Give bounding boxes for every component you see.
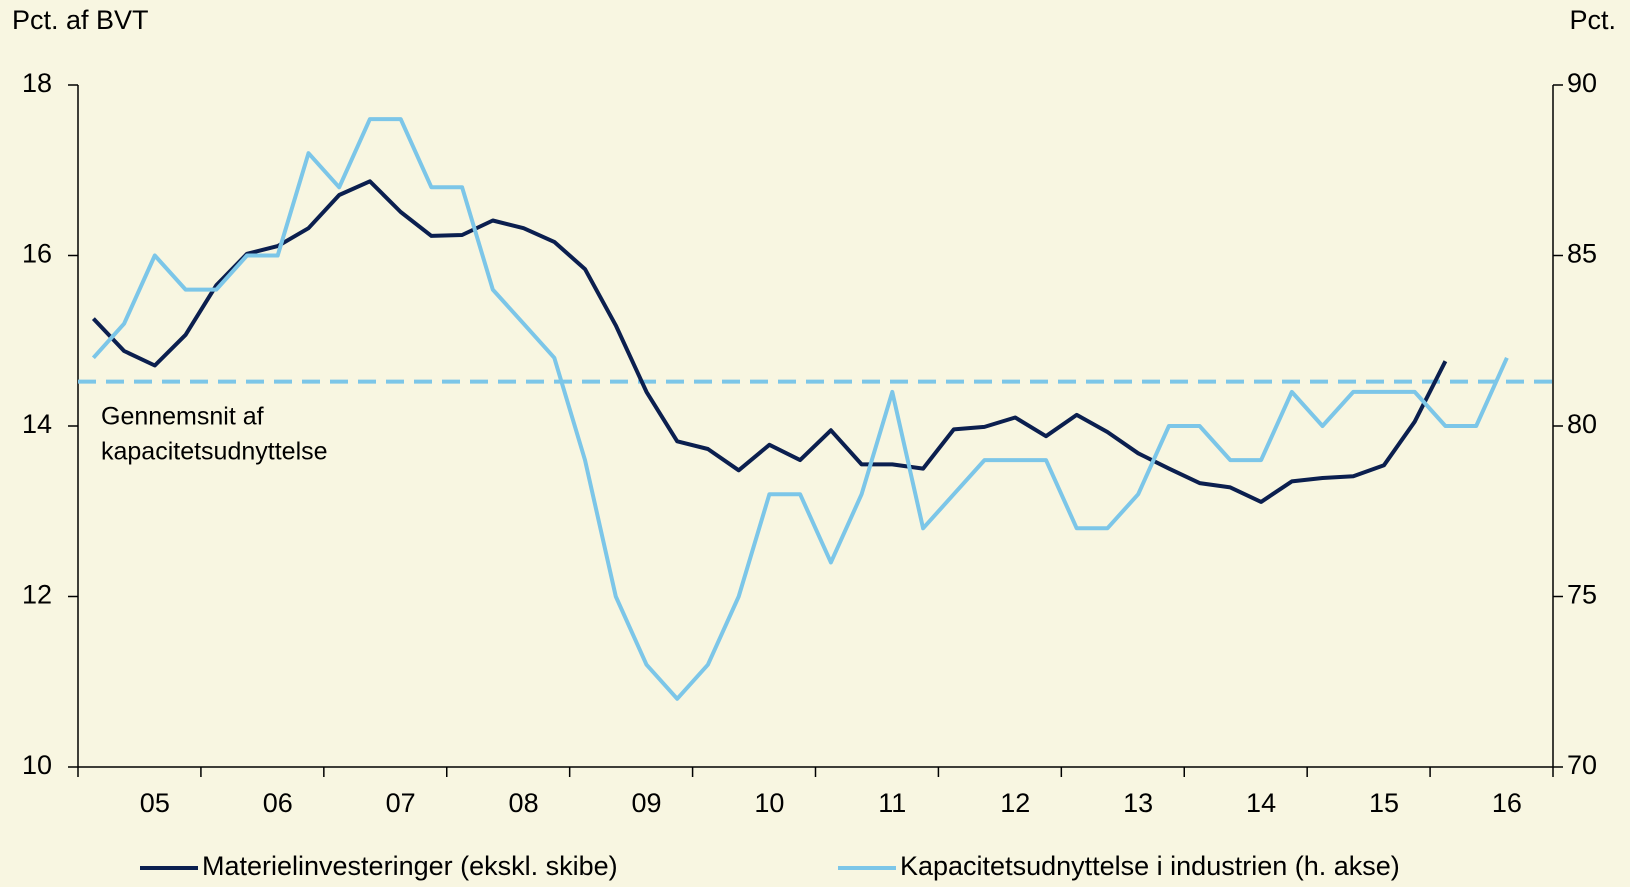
series-line [91,179,1448,504]
x-tick-label: 12 [1000,788,1030,818]
annotation: Gennemsnit af [101,402,264,430]
y2-tick-label: 85 [1567,239,1597,269]
x-tick-label: 10 [754,788,784,818]
x-tick-label: 14 [1246,788,1276,818]
y2-tick-label: 70 [1567,750,1597,780]
y-tick-label: 16 [22,239,52,269]
y-tick-label: 14 [22,409,52,439]
x-tick-label: 16 [1492,788,1522,818]
x-tick-label: 09 [631,788,661,818]
x-tick-label: 05 [140,788,170,818]
y2-tick-label: 80 [1567,409,1597,439]
x-tick-label: 06 [263,788,293,818]
y-tick-label: 10 [22,750,52,780]
y-axis-title: Pct. af BVT [12,5,149,35]
annotation: kapacitetsudnyttelse [101,437,328,465]
series-line [91,117,1509,701]
y-tick-label: 18 [22,68,52,98]
x-tick-label: 07 [386,788,416,818]
x-tick-label: 13 [1123,788,1153,818]
x-tick-label: 08 [509,788,539,818]
x-tick-label: 15 [1369,788,1399,818]
legend-label: Kapacitetsudnyttelse i industrien (h. ak… [900,851,1400,881]
y2-axis-title: Pct. [1569,5,1616,35]
x-tick-label: 11 [878,788,906,818]
y-tick-label: 12 [22,580,52,610]
y2-tick-label: 75 [1567,580,1597,610]
y2-tick-label: 90 [1567,68,1597,98]
legend-label: Materielinvesteringer (ekskl. skibe) [202,851,618,881]
